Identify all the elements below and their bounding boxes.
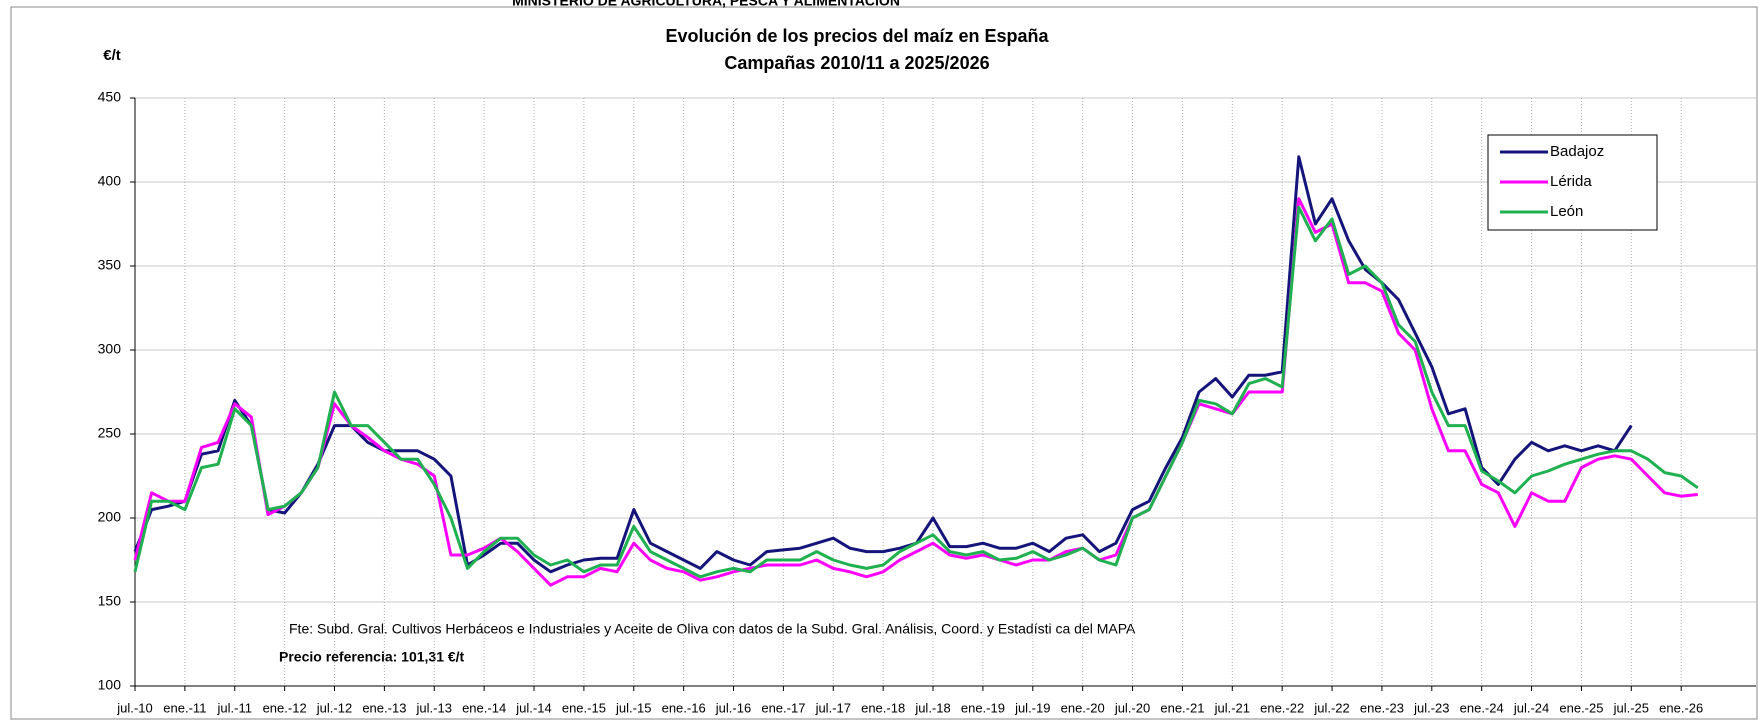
source-note: Fte: Subd. Gral. Cultivos Herbáceos e In…: [289, 621, 1136, 637]
x-tick-label: jul.-21: [1214, 700, 1250, 715]
y-tick-label: 200: [98, 509, 122, 525]
x-tick-label: ene.-13: [362, 700, 406, 715]
legend-label: León: [1550, 203, 1583, 220]
x-tick-label: ene.-12: [263, 700, 307, 715]
x-tick-label: ene.-21: [1160, 700, 1204, 715]
y-tick-label: 450: [98, 89, 122, 105]
x-tick-label: ene.-24: [1460, 700, 1504, 715]
x-tick-label: jul.-13: [416, 700, 452, 715]
x-tick-label: jul.-25: [1613, 700, 1649, 715]
x-tick-label: ene.-23: [1360, 700, 1404, 715]
chart-border: [10, 6, 1758, 720]
x-tick-label: ene.-16: [662, 700, 706, 715]
x-tick-label: jul.-16: [715, 700, 751, 715]
x-tick-label: ene.-22: [1260, 700, 1304, 715]
header: MINISTERIO DE AGRICULTURA, PESCA Y ALIME…: [512, 0, 900, 9]
legend-label: Lérida: [1550, 173, 1592, 190]
x-tick-label: jul.-15: [615, 700, 651, 715]
chart-subtitle: Campañas 2010/11 a 2025/2026: [724, 53, 989, 73]
x-tick-label: jul.-17: [815, 700, 851, 715]
y-tick-label: 350: [98, 257, 122, 273]
y-tick-label: 300: [98, 341, 122, 357]
chart-title: Evolución de los precios del maíz en Esp…: [665, 26, 1049, 46]
reference-note: Precio referencia: 101,31 €/t: [279, 649, 465, 665]
series-line: [133, 197, 1698, 587]
y-tick-label: 250: [98, 425, 122, 441]
x-tick-label: ene.-25: [1559, 700, 1603, 715]
series-line: [133, 205, 1699, 579]
x-tick-label: ene.-17: [761, 700, 805, 715]
x-tick-label: ene.-20: [1061, 700, 1105, 715]
x-tick-label: jul.-11: [217, 700, 252, 715]
x-tick-label: ene.-18: [861, 700, 905, 715]
y-tick-label: 100: [98, 677, 122, 693]
x-tick-label: jul.-18: [914, 700, 950, 715]
x-tick-label: ene.-11: [163, 700, 206, 715]
x-tick-label: jul.-19: [1014, 700, 1050, 715]
x-tick-label: jul.-12: [316, 700, 352, 715]
legend-label: Badajoz: [1550, 143, 1604, 160]
y-axis-label: €/t: [103, 47, 121, 64]
x-tick-label: ene.-19: [961, 700, 1005, 715]
y-tick-label: 400: [98, 173, 122, 189]
x-tick-label: jul.-23: [1413, 700, 1449, 715]
x-tick-label: jul.-22: [1313, 700, 1349, 715]
x-tick-label: jul.-20: [1114, 700, 1150, 715]
x-tick-label: jul.-24: [1513, 700, 1549, 715]
x-tick-label: jul.-10: [116, 700, 152, 715]
y-tick-label: 150: [98, 593, 122, 609]
x-tick-label: ene.-14: [462, 700, 506, 715]
x-tick-label: jul.-14: [515, 700, 551, 715]
x-tick-label: ene.-26: [1659, 700, 1703, 715]
x-tick-label: ene.-15: [562, 700, 606, 715]
